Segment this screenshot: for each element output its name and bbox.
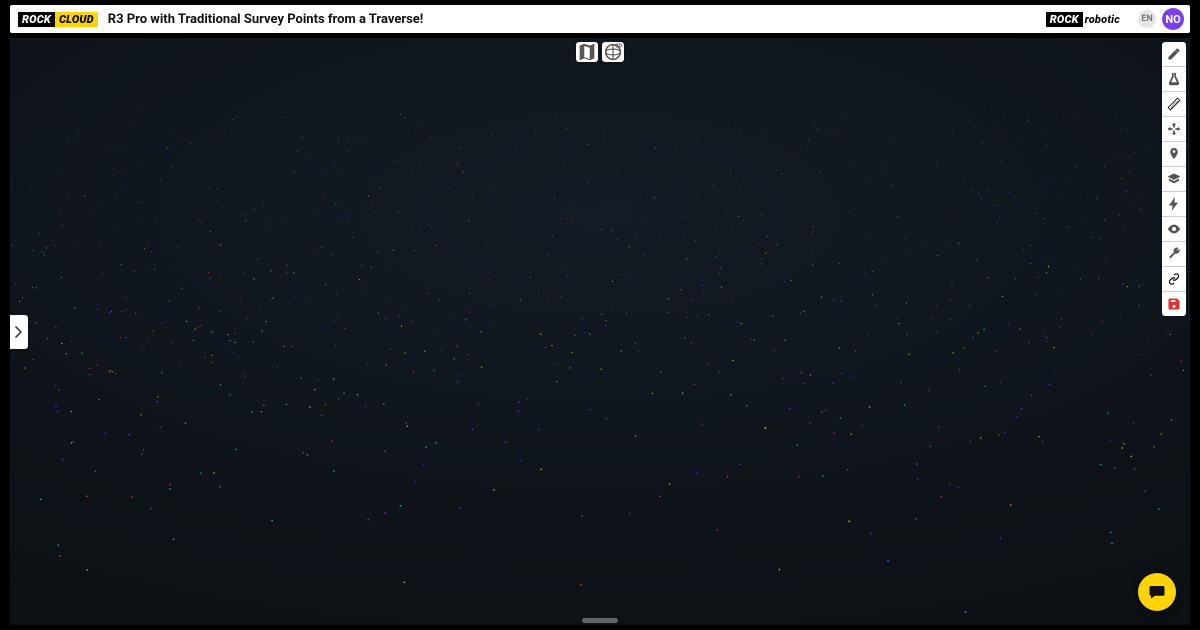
avatar[interactable]: NO xyxy=(1162,8,1184,30)
chat-icon xyxy=(1148,583,1166,601)
contour-layer xyxy=(10,38,1190,625)
globe-3d-icon: 3D xyxy=(602,41,624,63)
logo-cloud-text: CLOUD xyxy=(55,12,98,27)
ruler-icon xyxy=(1167,97,1181,111)
flask-icon xyxy=(1167,72,1181,86)
bolt-tool-button[interactable] xyxy=(1162,192,1186,217)
header-bar: ROCKCLOUD R3 Pro with Traditional Survey… xyxy=(10,5,1190,33)
right-toolbar xyxy=(1162,42,1186,316)
brand-rock-text: ROCK xyxy=(1046,12,1083,27)
view-3d-button[interactable]: 3D xyxy=(602,42,624,62)
pencil-tool-button[interactable] xyxy=(1162,42,1186,67)
move-tool-button[interactable] xyxy=(1162,117,1186,142)
layers-tool-button[interactable] xyxy=(1162,167,1186,192)
pencil-icon xyxy=(1167,47,1181,61)
wrench-icon xyxy=(1167,247,1181,261)
pin-icon xyxy=(1167,147,1181,161)
bottom-drawer-handle[interactable] xyxy=(582,618,618,623)
app-logo-left[interactable]: ROCKCLOUD xyxy=(16,10,100,28)
viewport-3d[interactable]: 3D xyxy=(10,38,1190,625)
ruler-tool-button[interactable] xyxy=(1162,92,1186,117)
eye-icon xyxy=(1167,222,1181,236)
map-icon xyxy=(576,41,598,63)
project-title: R3 Pro with Traditional Survey Points fr… xyxy=(108,12,424,27)
move-icon xyxy=(1167,122,1181,136)
chevron-right-icon xyxy=(15,326,23,338)
brand-robotic-text: robotic xyxy=(1083,12,1122,27)
svg-text:3D: 3D xyxy=(615,43,622,49)
pin-tool-button[interactable] xyxy=(1162,142,1186,167)
link-tool-button[interactable] xyxy=(1162,267,1186,292)
layers-icon xyxy=(1167,172,1181,186)
logo-rock-text: ROCK xyxy=(18,12,55,27)
language-selector[interactable]: EN xyxy=(1138,10,1156,28)
brand-logo-right[interactable]: ROCKrobotic xyxy=(1044,10,1124,28)
view-mode-toggle: 3D xyxy=(576,42,624,62)
expand-sidebar-button[interactable] xyxy=(10,315,28,349)
link-icon xyxy=(1167,272,1181,286)
view-map-button[interactable] xyxy=(576,42,598,62)
bolt-icon xyxy=(1167,197,1181,211)
wrench-tool-button[interactable] xyxy=(1162,242,1186,267)
eye-tool-button[interactable] xyxy=(1162,217,1186,242)
save-tool-button[interactable] xyxy=(1162,292,1186,316)
chat-button[interactable] xyxy=(1138,573,1176,611)
save-icon xyxy=(1167,297,1181,311)
flask-tool-button[interactable] xyxy=(1162,67,1186,92)
